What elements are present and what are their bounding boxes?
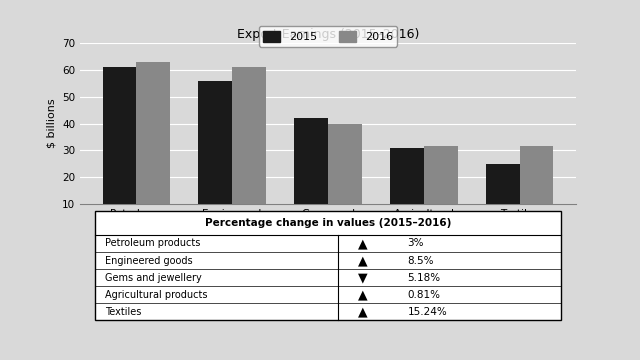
Text: 15.24%: 15.24% <box>408 307 447 317</box>
Legend: 2015, 2016: 2015, 2016 <box>259 26 397 46</box>
Text: ▼: ▼ <box>358 271 367 284</box>
Text: ▲: ▲ <box>358 254 367 267</box>
Bar <box>102 67 136 231</box>
Bar <box>390 148 424 231</box>
Bar <box>294 118 328 231</box>
Bar <box>424 147 458 231</box>
Bar <box>328 123 362 231</box>
Text: ▲: ▲ <box>358 305 367 318</box>
Text: ▲: ▲ <box>358 288 367 301</box>
Bar <box>520 147 554 231</box>
Text: 0.81%: 0.81% <box>408 290 440 300</box>
Text: Textiles: Textiles <box>105 307 141 317</box>
FancyBboxPatch shape <box>95 211 561 320</box>
Bar <box>486 164 520 231</box>
Bar <box>198 81 232 231</box>
Title: Export Earnings (2015–2016): Export Earnings (2015–2016) <box>237 28 419 41</box>
Text: Percentage change in values (2015–2016): Percentage change in values (2015–2016) <box>205 218 451 228</box>
Text: 3%: 3% <box>408 238 424 248</box>
Text: Agricultural products: Agricultural products <box>105 290 207 300</box>
Text: Gems and jewellery: Gems and jewellery <box>105 273 202 283</box>
Text: 8.5%: 8.5% <box>408 256 434 266</box>
Text: Engineered goods: Engineered goods <box>105 256 193 266</box>
Bar <box>136 62 170 231</box>
Bar <box>232 67 266 231</box>
Y-axis label: $ billions: $ billions <box>47 99 56 148</box>
Text: ▲: ▲ <box>358 237 367 250</box>
X-axis label: Product Category: Product Category <box>267 236 389 249</box>
Text: 5.18%: 5.18% <box>408 273 440 283</box>
Text: Petroleum products: Petroleum products <box>105 238 200 248</box>
